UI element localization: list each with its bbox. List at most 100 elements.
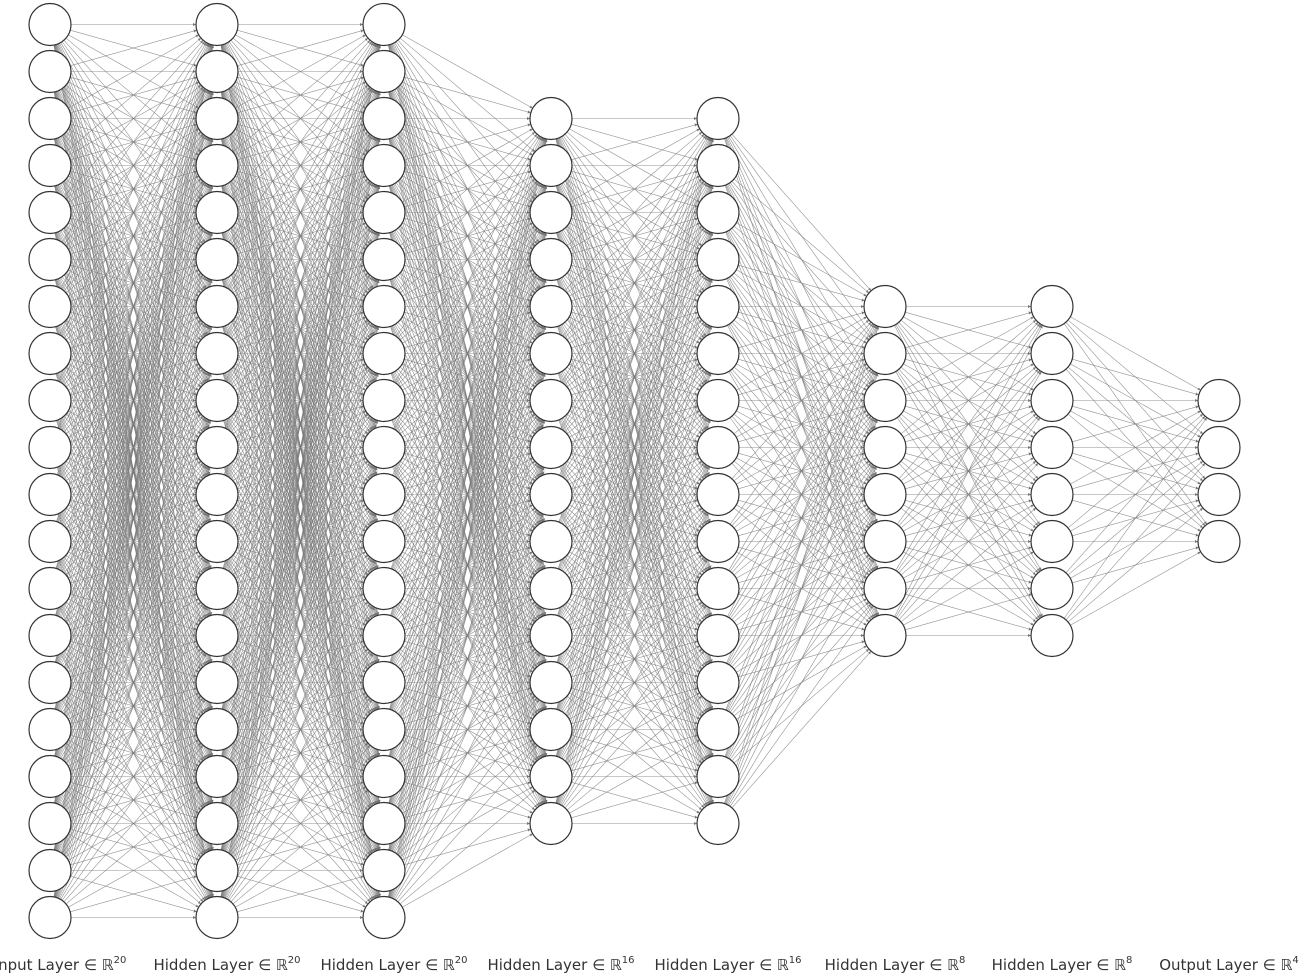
neuron [195, 895, 239, 940]
edge [226, 607, 375, 899]
edge [55, 326, 213, 898]
edge [729, 605, 874, 807]
edges [53, 23, 1208, 919]
neuron [362, 848, 406, 893]
neuron [696, 425, 740, 470]
neuron [362, 472, 406, 517]
neuron [863, 519, 907, 564]
neuron [195, 660, 239, 705]
edge [399, 789, 536, 905]
edge [895, 371, 1042, 618]
edge [559, 137, 710, 476]
edge [390, 138, 546, 616]
edge [560, 137, 709, 429]
edge [571, 123, 698, 161]
neuron [362, 519, 406, 564]
edge [235, 34, 366, 109]
edge [1072, 358, 1199, 396]
edge [555, 185, 714, 804]
neuron [863, 331, 907, 376]
edge [54, 138, 214, 898]
edge [223, 467, 378, 898]
edge [569, 739, 700, 814]
edge [394, 653, 541, 900]
edge [54, 44, 214, 804]
edge [555, 138, 714, 804]
edge [557, 373, 712, 804]
edge [736, 222, 867, 297]
edge [900, 319, 1037, 435]
layer-name: Hidden Layer ∈ ℝ [153, 956, 287, 974]
neuron [362, 143, 406, 188]
layer-dim: 16 [789, 955, 802, 966]
neuron [28, 331, 72, 376]
neuron [863, 284, 907, 329]
neuron [529, 378, 573, 423]
edge [58, 560, 209, 899]
edge [237, 875, 364, 913]
neuron [28, 801, 72, 846]
neuron [195, 754, 239, 799]
neuron [696, 519, 740, 564]
neuron [529, 284, 573, 329]
edge [221, 44, 381, 757]
neuron [529, 425, 573, 470]
neuron [195, 284, 239, 329]
neuron [28, 284, 72, 329]
edge [224, 513, 377, 899]
edge [564, 651, 705, 808]
layer-label: Input Layer ∈ ℝ20 [0, 955, 126, 974]
edge [59, 607, 208, 899]
edge [393, 137, 542, 429]
neuron [362, 378, 406, 423]
neuron [195, 425, 239, 470]
neuron [1197, 519, 1241, 564]
edge [390, 420, 546, 898]
edge [54, 44, 213, 663]
edge [729, 323, 874, 525]
neuron [28, 143, 72, 188]
layer-dim: 4 [1292, 955, 1298, 966]
edge [56, 44, 211, 475]
neuron [362, 566, 406, 611]
edge [1072, 405, 1199, 443]
edge [222, 326, 380, 898]
neuron [529, 472, 573, 517]
edge [738, 264, 865, 302]
edge [555, 138, 714, 757]
neuron [362, 660, 406, 705]
edge [65, 37, 202, 153]
neuron [863, 566, 907, 611]
neuron [696, 237, 740, 282]
neuron [362, 754, 406, 799]
neuron [529, 331, 573, 376]
edge [1067, 507, 1204, 623]
neuron [195, 566, 239, 611]
neuron [529, 801, 573, 846]
edge [221, 232, 380, 898]
edge [230, 40, 371, 197]
edge [54, 279, 213, 898]
neuron [28, 566, 72, 611]
edge [389, 138, 546, 663]
neuron [362, 237, 406, 282]
edge [223, 44, 378, 475]
neuron [696, 566, 740, 611]
layer-label: Hidden Layer ∈ ℝ8 [825, 955, 966, 974]
layer-label: Output Layer ∈ ℝ4 [1159, 955, 1299, 974]
neuron [863, 425, 907, 470]
layer-name: Hidden Layer ∈ ℝ [654, 956, 788, 974]
neuron [696, 472, 740, 517]
edge [903, 316, 1034, 391]
edge [738, 311, 865, 349]
edge [389, 326, 547, 898]
edge [55, 373, 212, 898]
edge [896, 323, 1041, 525]
edge [223, 420, 379, 898]
edge [68, 34, 199, 109]
neuron [696, 143, 740, 188]
edge [54, 44, 213, 710]
edge [232, 37, 369, 153]
edge [53, 45, 215, 897]
edge [222, 44, 379, 569]
